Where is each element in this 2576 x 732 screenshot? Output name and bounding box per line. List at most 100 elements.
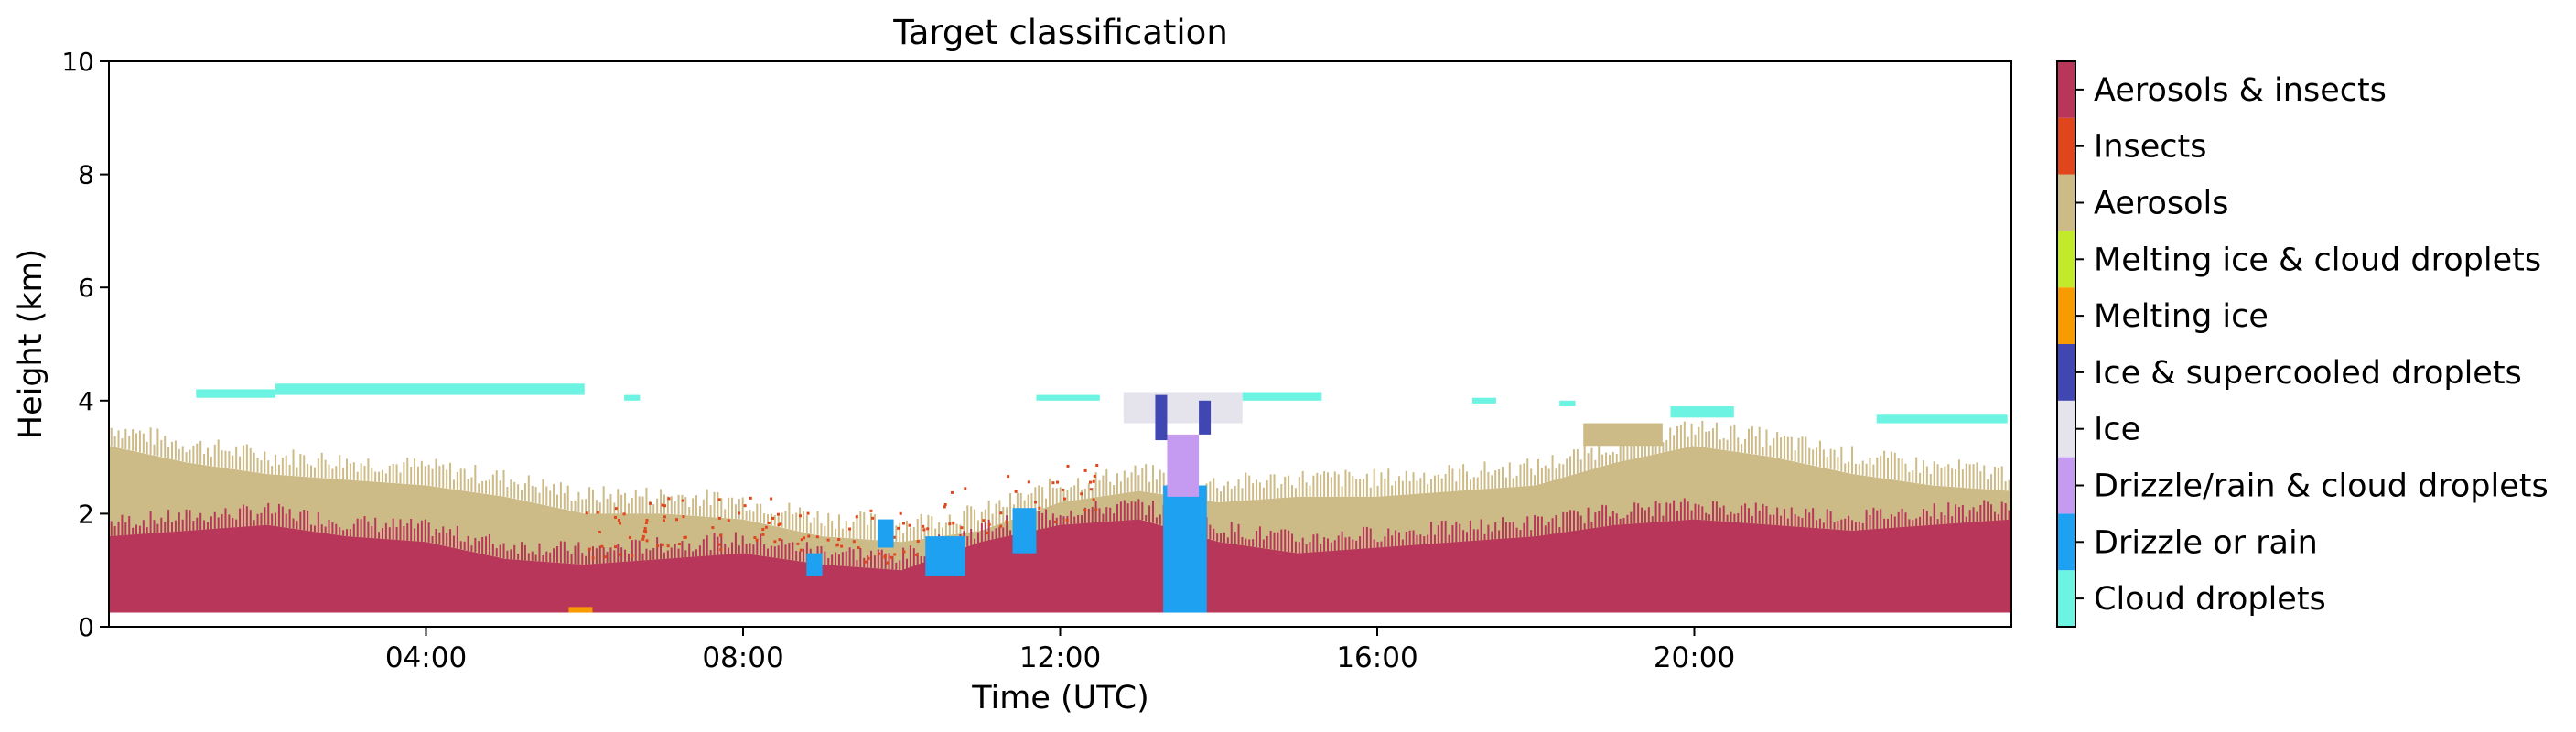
insect-fringe bbox=[1141, 501, 1144, 521]
aerosol-fringe bbox=[317, 458, 319, 479]
insect-fringe bbox=[591, 546, 594, 565]
aerosol-fringe bbox=[784, 511, 787, 529]
aerosol-fringe bbox=[491, 474, 494, 495]
aerosol-fringe bbox=[1148, 481, 1151, 493]
insect-fringe bbox=[863, 557, 866, 568]
aerosol-fringe bbox=[1951, 468, 1954, 487]
insect-fringe bbox=[877, 549, 879, 569]
insect-fringe bbox=[1352, 539, 1354, 550]
insect-fringe bbox=[1209, 524, 1212, 540]
aerosol-fringe bbox=[1045, 498, 1048, 508]
insect-fringe bbox=[649, 550, 652, 560]
insect-fringe bbox=[1816, 520, 1818, 529]
insect-fringe bbox=[799, 551, 802, 562]
aerosol-fringe bbox=[1816, 447, 1818, 467]
insect-fringe bbox=[1519, 530, 1522, 538]
insect-fringe bbox=[296, 521, 298, 530]
aerosol-fringe bbox=[1320, 474, 1322, 497]
insect-speckle bbox=[755, 538, 759, 542]
aerosol-fringe bbox=[527, 475, 530, 502]
aerosol-fringe bbox=[799, 507, 802, 532]
cloud-layer bbox=[275, 383, 585, 395]
insect-speckle bbox=[803, 536, 806, 540]
insect-fringe bbox=[367, 521, 370, 538]
insect-fringe bbox=[1972, 507, 1975, 522]
insect-fringe bbox=[1258, 526, 1261, 548]
aerosol-fringe bbox=[606, 498, 609, 514]
aerosol-fringe bbox=[717, 491, 719, 518]
aerosol-fringe bbox=[749, 510, 751, 521]
insect-speckle bbox=[777, 523, 781, 527]
precip-feature bbox=[568, 607, 593, 613]
insect-fringe bbox=[1423, 536, 1426, 544]
insect-fringe bbox=[1337, 535, 1340, 551]
aerosol-fringe bbox=[1965, 463, 1967, 489]
insect-fringe bbox=[363, 516, 366, 538]
insect-fringe bbox=[456, 525, 458, 549]
insect-fringe bbox=[1262, 539, 1265, 549]
insect-fringe bbox=[285, 513, 287, 528]
insect-speckle bbox=[897, 526, 900, 530]
insect-fringe bbox=[1094, 501, 1097, 523]
aerosol-fringe bbox=[1915, 457, 1918, 483]
insect-fringe bbox=[206, 522, 209, 530]
insect-fringe bbox=[1459, 523, 1461, 543]
aerosol-fringe bbox=[1298, 477, 1300, 497]
insect-speckle bbox=[656, 544, 660, 548]
insect-fringe bbox=[506, 550, 509, 559]
insect-speckle bbox=[682, 515, 685, 519]
aerosol-fringe bbox=[1433, 475, 1436, 493]
aerosol-fringe bbox=[189, 449, 191, 463]
aerosol-fringe bbox=[1427, 484, 1429, 493]
insect-fringe bbox=[1737, 512, 1740, 522]
aerosol-fringe bbox=[2004, 481, 2007, 491]
insect-fringe bbox=[1102, 513, 1105, 522]
insect-fringe bbox=[563, 541, 566, 564]
aerosol-fringe bbox=[713, 491, 716, 518]
aerosol-fringe bbox=[1694, 434, 1697, 447]
x-tick-label: 08:00 bbox=[702, 641, 783, 674]
aerosol-fringe bbox=[335, 466, 338, 479]
insect-fringe bbox=[1990, 504, 1993, 522]
colorbar-label: Drizzle or rain bbox=[2094, 524, 2318, 561]
insect-fringe bbox=[399, 519, 402, 541]
aerosol-fringe bbox=[1365, 473, 1368, 497]
aerosol-fringe bbox=[841, 528, 844, 538]
aerosol-fringe bbox=[142, 433, 145, 454]
aerosol-fringe bbox=[1572, 449, 1575, 475]
insect-fringe bbox=[1536, 516, 1539, 536]
aerosol-fringe bbox=[766, 514, 769, 525]
aerosol-fringe bbox=[367, 458, 370, 481]
insect-fringe bbox=[752, 544, 755, 555]
aerosol-fringe bbox=[420, 460, 423, 486]
insect-fringe bbox=[1041, 512, 1044, 530]
insect-fringe bbox=[1837, 521, 1839, 530]
insect-speckle bbox=[1093, 474, 1096, 478]
insect-fringe bbox=[1658, 503, 1661, 522]
aerosol-fringe bbox=[1077, 478, 1080, 501]
aerosol-fringe bbox=[160, 439, 163, 458]
aerosol-fringe bbox=[1006, 507, 1008, 522]
aerosol-fringe bbox=[1213, 478, 1215, 502]
aerosol-fringe bbox=[1733, 424, 1736, 452]
insect-fringe bbox=[1751, 515, 1753, 524]
aerosol-fringe bbox=[1558, 463, 1561, 479]
aerosol-fringe bbox=[446, 469, 448, 489]
insect-fringe bbox=[1006, 515, 1008, 537]
aerosol-fringe bbox=[1837, 457, 1839, 471]
insect-fringe bbox=[113, 526, 116, 536]
aerosol-fringe bbox=[1380, 472, 1383, 497]
aerosol-fringe bbox=[631, 497, 633, 514]
insect-fringe bbox=[1869, 514, 1871, 530]
insect-fringe bbox=[1234, 532, 1236, 544]
insect-fringe bbox=[1641, 507, 1644, 523]
aerosol-fringe bbox=[555, 494, 558, 508]
insect-fringe bbox=[1615, 513, 1618, 525]
aerosol-fringe bbox=[1587, 453, 1590, 471]
insect-fringe bbox=[1540, 516, 1543, 536]
aerosol-fringe bbox=[820, 523, 823, 536]
insect-fringe bbox=[356, 518, 359, 537]
insect-fringe bbox=[371, 526, 373, 539]
insect-fringe bbox=[1376, 542, 1379, 548]
x-tick-label: 12:00 bbox=[1019, 641, 1101, 674]
